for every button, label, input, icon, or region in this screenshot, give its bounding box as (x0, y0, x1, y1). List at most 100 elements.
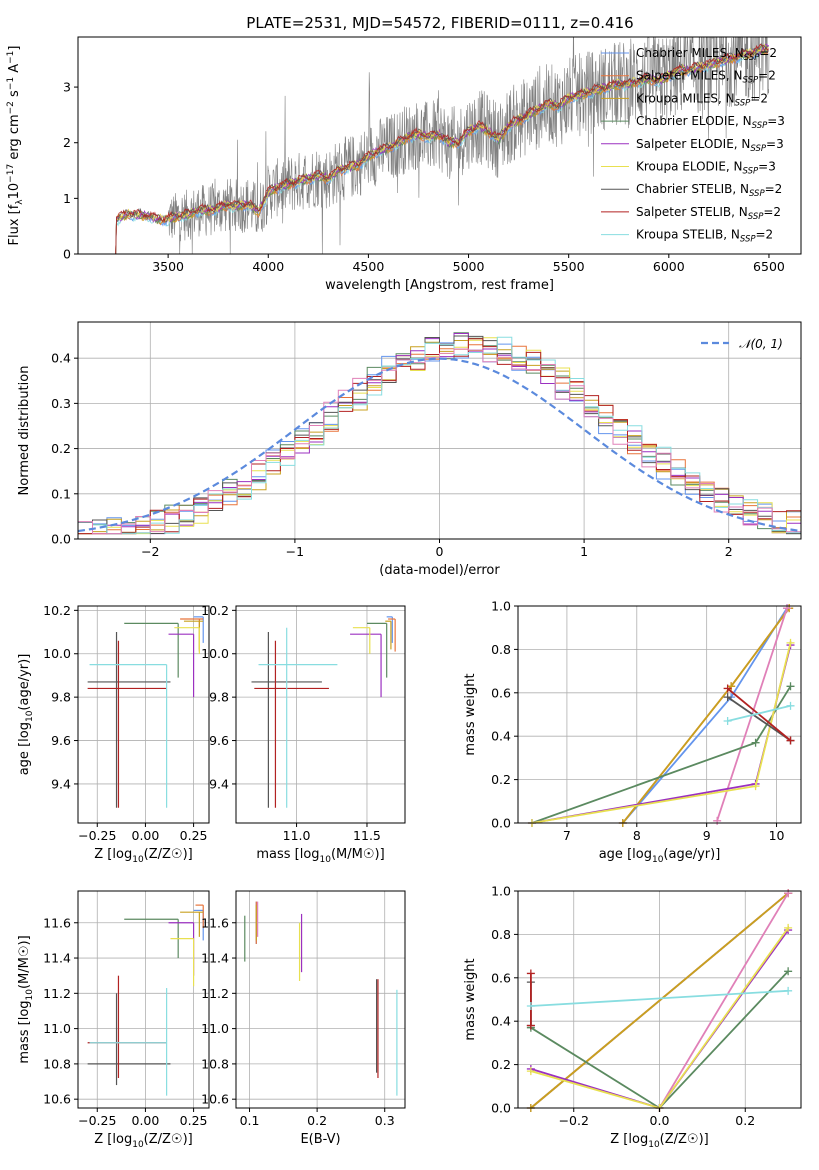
x-tick-label: 1 (580, 544, 588, 559)
legend-entry: Salpeter STELIB, NSSP=2 (636, 205, 781, 222)
y-tick-label: 0.0 (491, 816, 511, 831)
normal-distribution-curve (78, 357, 801, 533)
series-marker (786, 682, 795, 691)
series-marker (784, 986, 793, 995)
y-tick-label: 0.3 (51, 396, 71, 411)
x-tick-label: 4500 (352, 259, 384, 274)
axes: 11.0 11.5 9.4 9.6 9.8 10.0 10.2 mass [log10(M/M… (201, 603, 406, 865)
massweight-vs-metallicity-panel: −0.2 0.0 0.2 0.0 0.2 0.4 0.6 0.8 1.0 Z [log10(Z/Z… (463, 884, 802, 1150)
plot-area (527, 604, 795, 827)
x-tick-label: 6500 (753, 259, 785, 274)
errorbar-salpeter-elodie (350, 633, 382, 698)
histogram-step (78, 336, 801, 539)
x-tick-label: −0.2 (559, 1113, 589, 1128)
axes-frame (517, 605, 802, 824)
y-tick-label: 9.4 (209, 776, 229, 791)
errorbar-chabrier-elodie (124, 918, 179, 959)
errorbar-kroupa-miles (385, 620, 392, 650)
series-line (727, 696, 792, 742)
series-marker (526, 1021, 535, 1030)
x-tick-label: 8 (633, 828, 641, 843)
histogram-step (78, 348, 801, 539)
y-tick-label: 0.4 (491, 729, 511, 744)
y-tick-label: 9.6 (209, 733, 229, 748)
axes-frame (235, 605, 406, 824)
y-tick-label: 9.8 (51, 690, 71, 705)
plot-area (244, 901, 398, 1096)
x-axis-label: age [log10(age/yr)] (599, 847, 721, 865)
legend-entry: Kroupa STELIB, NSSP=2 (636, 228, 773, 245)
y-tick-label: 10.6 (201, 1092, 229, 1107)
errorbar-kroupa-elodie (174, 627, 200, 654)
series-line (622, 607, 790, 824)
errorbar-chabrier-stelib (87, 993, 171, 1086)
axes-frame (77, 605, 210, 824)
model-line-salpeter-stelib (114, 43, 769, 254)
series-line (530, 989, 789, 1007)
y-tick-label: 11.4 (43, 951, 71, 966)
series-line (530, 892, 789, 1109)
errorbar-chabrier-elodie (124, 622, 179, 678)
y-tick-label: 0.0 (491, 1101, 511, 1116)
axes-frame (235, 890, 406, 1109)
mass-vs-extinction-panel: 0.1 0.2 0.3 10.6 10.8 11.0 11.2 11.4 11.6 E(B-V) (201, 890, 406, 1147)
y-tick-label: 0.2 (51, 441, 71, 456)
errorbar-salpeter-stelib (254, 640, 329, 808)
y-tick-label: 1 (63, 191, 71, 206)
y-tick-label: 0 (63, 247, 71, 262)
x-tick-label: 10 (769, 828, 785, 843)
y-tick-label: 2 (63, 135, 71, 150)
y-axis-label: mass weight (463, 673, 478, 755)
x-tick-label: 0.25 (180, 1113, 208, 1128)
series-marker (526, 1067, 535, 1076)
y-axis-label: Normed distribution (17, 366, 32, 496)
y-tick-label: 11.0 (43, 1021, 71, 1036)
axes-frame (77, 321, 802, 540)
axes: 7 8 9 10 0.0 0.2 0.4 0.6 0.8 1.0 age [log10(age/yr… (463, 599, 802, 865)
axes: −0.25 0.00 0.25 10.6 10.8 11.0 11.2 11.4 11.6 Z [… (17, 890, 210, 1150)
errorbar-kroupa-stelib (258, 627, 338, 808)
y-tick-label: 9.4 (51, 776, 71, 791)
legend: 𝒩(0, 1) (701, 337, 783, 351)
series-line (531, 642, 792, 824)
series-marker (786, 638, 795, 647)
data-spectrum-line (167, 37, 770, 254)
x-tick-label: 0.3 (375, 1113, 395, 1128)
x-tick-label: 11.5 (353, 828, 381, 843)
legend-entry: Kroupa MILES, NSSP=2 (636, 91, 768, 108)
series-marker (784, 923, 793, 932)
x-tick-label: 7 (563, 828, 571, 843)
x-tick-label: −1 (286, 544, 304, 559)
axes: 0.1 0.2 0.3 10.6 10.8 11.0 11.2 11.4 11.6 E(B-V) (201, 890, 406, 1147)
y-tick-label: 1.0 (491, 599, 511, 614)
series-marker (786, 736, 795, 745)
series-marker (723, 693, 732, 702)
y-tick-label: 10.0 (201, 646, 229, 661)
x-tick-label: 2 (725, 544, 733, 559)
axes: 3500 4000 4500 5000 5500 6000 6500 0 1 2 3 waveleng… (6, 36, 802, 293)
series-marker (751, 782, 760, 791)
legend-entry: 𝒩(0, 1) (739, 337, 783, 351)
errorbar-salpeter-miles (388, 618, 396, 652)
x-tick-label: 0.2 (735, 1113, 755, 1128)
y-tick-label: 0.2 (491, 1057, 511, 1072)
x-tick-label: 0.2 (307, 1113, 327, 1128)
series-marker (723, 684, 732, 693)
y-tick-label: 0.4 (491, 1014, 511, 1029)
errorbar-kroupa-elodie (352, 627, 371, 654)
x-axis-label: (data-model)/error (379, 563, 500, 578)
series-line (727, 687, 792, 742)
x-tick-label: 0.0 (650, 1113, 670, 1128)
y-tick-label: 9.8 (209, 690, 229, 705)
y-tick-label: 1.0 (491, 884, 511, 899)
axes-frame (517, 890, 802, 1109)
y-tick-label: 10.0 (43, 646, 71, 661)
x-tick-label: −2 (141, 544, 159, 559)
errorbar-chabrier-elodie (366, 622, 388, 678)
legend: Chabrier MILES, NSSP=2 Salpeter MILES, NS… (601, 46, 785, 245)
x-tick-label: 4000 (252, 259, 284, 274)
x-axis-label: E(B-V) (300, 1132, 340, 1147)
plot-area (87, 616, 204, 808)
spectrum-panel: 3500 4000 4500 5000 5500 6000 6500 0 1 2 3 waveleng… (6, 36, 802, 293)
y-tick-label: 0.2 (491, 772, 511, 787)
